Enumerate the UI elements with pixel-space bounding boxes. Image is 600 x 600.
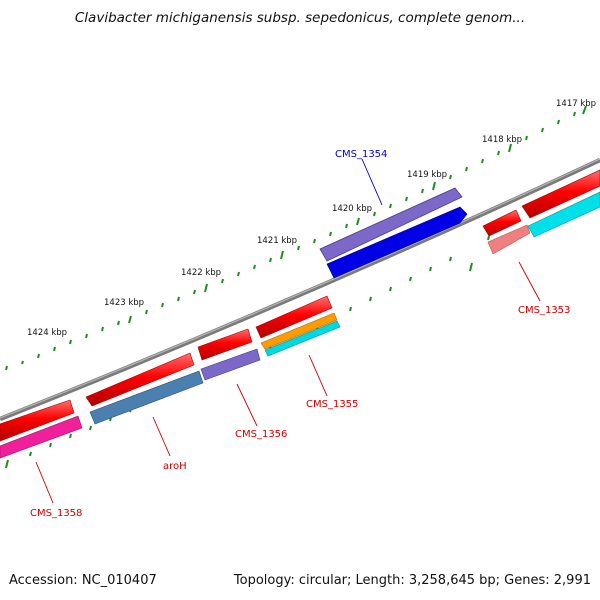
scale-label: 1418 kbp — [482, 135, 522, 145]
gene-label-cms1355[interactable]: CMS_1355 — [306, 399, 358, 410]
outer-scale-ticks — [5, 105, 587, 371]
accession-text: Accession: NC_010407 — [9, 573, 157, 588]
gene-cms1356-red-feature[interactable] — [197, 328, 253, 361]
scale-label: 1424 kbp — [27, 328, 67, 338]
gene-label-cms1353[interactable]: CMS_1353 — [518, 305, 570, 316]
gene-label-cms1356[interactable]: CMS_1356 — [235, 429, 287, 440]
gene-cms1355-orange-feature[interactable] — [260, 312, 338, 350]
gene-blue-feature[interactable] — [326, 206, 468, 279]
scale-label: 1423 kbp — [104, 298, 144, 308]
gene-cms1358-red-feature[interactable] — [0, 399, 75, 442]
genome-summary-text: Topology: circular; Length: 3,258,645 bp… — [233, 573, 591, 588]
scale-labels: 1417 kbp 1418 kbp 1419 kbp 1420 kbp 1421… — [27, 99, 596, 338]
gene-cms1356-purple-feature[interactable] — [200, 348, 261, 381]
gene-label-cms1354[interactable]: CMS_1354 — [335, 149, 387, 160]
gene-cms1353-light-feature[interactable] — [487, 224, 531, 255]
gene-label-aroh[interactable]: aroH — [163, 461, 187, 472]
gene-cms1355-cyan-feature[interactable] — [264, 320, 341, 357]
outer-strand-features[interactable] — [0, 169, 600, 442]
inner-strand-features[interactable] — [0, 191, 600, 459]
gene-cms1358-magenta-feature[interactable] — [0, 415, 83, 459]
scale-label: 1419 kbp — [407, 170, 447, 180]
scale-label: 1422 kbp — [181, 268, 221, 278]
scale-label: 1421 kbp — [257, 236, 297, 246]
gene-cyan-feature[interactable] — [527, 191, 600, 238]
scale-label: 1420 kbp — [332, 204, 372, 214]
label-leaders — [35, 158, 541, 504]
scale-label: 1417 kbp — [556, 99, 596, 109]
gene-labels: CMS_1354 CMS_1353 CMS_1355 CMS_1356 aroH… — [30, 149, 570, 519]
gene-cms1353-red-feature[interactable] — [482, 209, 522, 237]
gene-cms1354-feature[interactable] — [319, 187, 463, 262]
map-title: Clavibacter michiganensis subsp. sepedon… — [74, 10, 526, 26]
gene-cms1353-adjacent-feature[interactable] — [521, 169, 600, 219]
gene-aroh-red-feature[interactable] — [85, 352, 195, 407]
gene-label-cms1358[interactable]: CMS_1358 — [30, 508, 82, 519]
gene-aroh-steel-feature[interactable] — [89, 370, 204, 425]
genome-backbone — [0, 157, 600, 422]
gene-cms1355-red-feature[interactable] — [255, 295, 333, 339]
